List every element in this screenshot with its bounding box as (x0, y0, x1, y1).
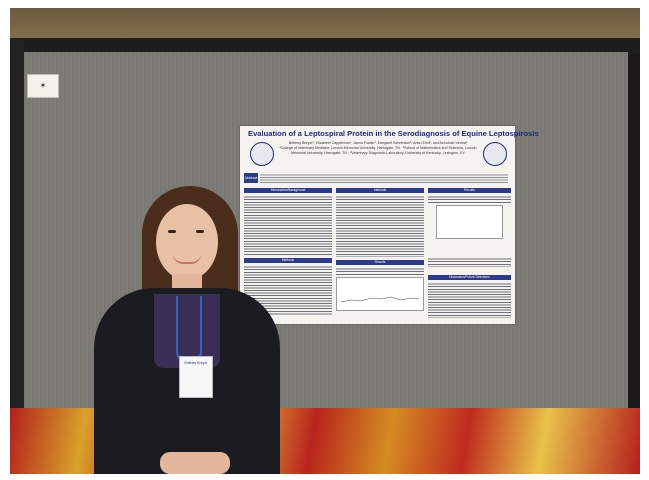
poster-affiliations: ¹College of Veterinary Medicine, Lincoln… (279, 146, 477, 155)
results-chart (336, 277, 424, 311)
presenter: Brittney Breyer (90, 184, 280, 474)
section-heading-introduction: Introduction/Background (244, 188, 332, 193)
display-frame-top (10, 38, 640, 54)
name-badge-text: Brittney Breyer (184, 361, 208, 365)
presenter-eye-right (196, 230, 204, 233)
section-heading-conclusion: Discussion/Future Directions (428, 275, 511, 280)
university-logo-left-icon (250, 142, 274, 166)
board-number-tag: ✶ (27, 74, 59, 98)
conclusion-text (428, 282, 511, 318)
lanyard (176, 296, 202, 362)
presenter-face (156, 204, 218, 280)
section-heading-results: Results (336, 260, 424, 265)
poster-column-left: Introduction/Background Methods (244, 188, 332, 316)
results-chart-graphic (340, 296, 420, 303)
poster-authors: Brittney Breyer¹, Elizabeth Cappleman¹, … (278, 141, 478, 156)
poster-column-middle: Methods Results (336, 188, 424, 316)
university-logo-right-icon (483, 142, 507, 166)
display-frame-left (10, 38, 24, 474)
abstract-label: Abstract (244, 173, 258, 183)
poster-title: Evaluation of a Leptospiral Protein in t… (248, 129, 539, 138)
section-heading-methods-left: Methods (244, 258, 332, 263)
name-badge: Brittney Breyer (179, 356, 213, 398)
section-heading-results-right: Results (428, 188, 511, 193)
results-caption (428, 195, 511, 203)
abstract-text (260, 173, 508, 183)
results-table (436, 205, 503, 239)
research-poster: Evaluation of a Leptospiral Protein in t… (240, 126, 539, 324)
photo: ✶ Evaluation of a Leptospiral Protein in… (10, 8, 640, 474)
presenter-eye-left (168, 230, 176, 233)
presenter-hands (160, 452, 230, 474)
table-caption (428, 257, 511, 267)
presenter-top (154, 294, 220, 368)
poster-author-list: Brittney Breyer¹, Elizabeth Cappleman¹, … (288, 141, 468, 145)
section-heading-methods: Methods (336, 188, 424, 193)
poster-column-right: Results Discussion/Future Directions (428, 188, 511, 318)
results-text (336, 267, 424, 275)
introduction-text (244, 195, 332, 255)
methods-text (336, 195, 424, 257)
presenter-smile (173, 254, 201, 264)
